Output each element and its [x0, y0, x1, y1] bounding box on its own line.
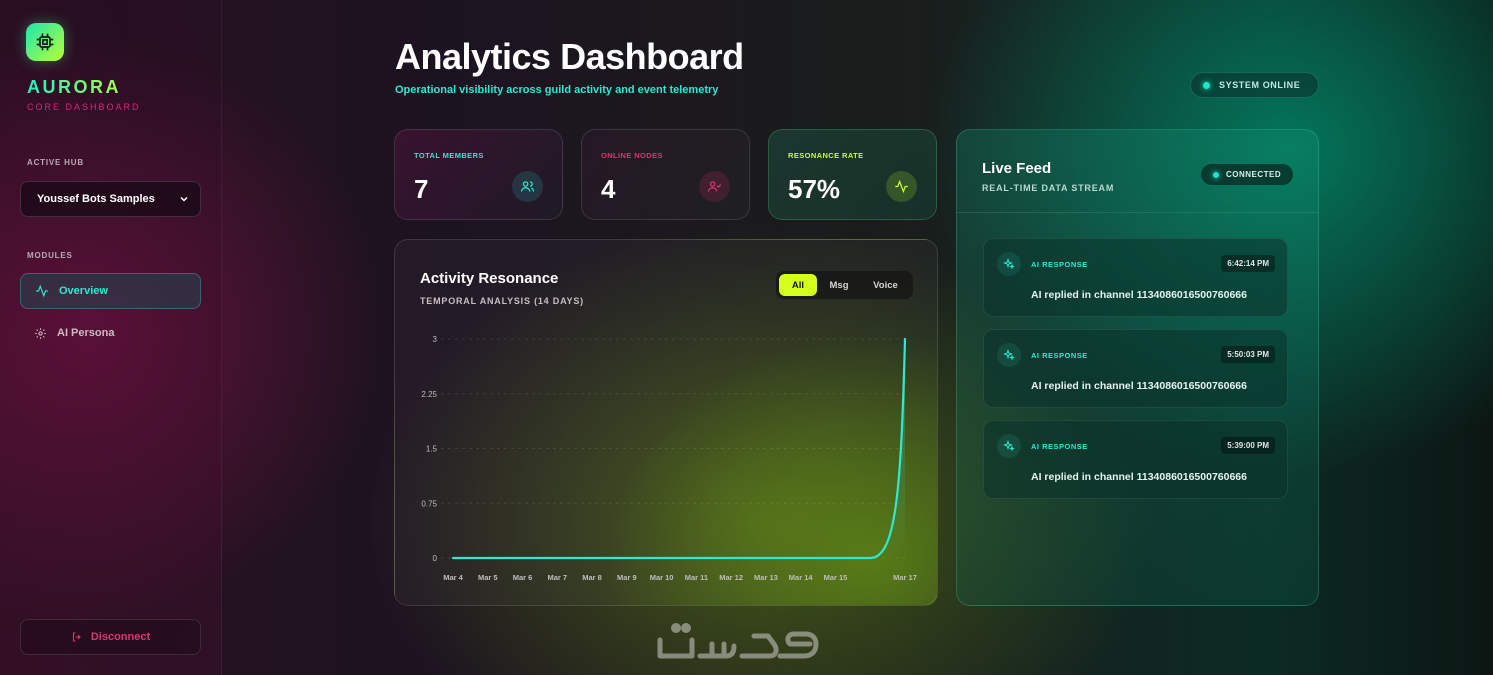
stat-icon-wrap	[886, 171, 917, 202]
system-status-badge: SYSTEM ONLINE	[1190, 72, 1319, 98]
x-tick-label: Mar 8	[582, 573, 602, 582]
y-tick-label: 1.5	[426, 445, 438, 454]
feed-item-time: 6:42:14 PM	[1221, 255, 1275, 272]
khamsat-watermark-logo	[657, 623, 819, 659]
modules-label: MODULES	[27, 251, 73, 260]
page-subtitle: Operational visibility across guild acti…	[395, 84, 719, 96]
sparkles-icon	[1003, 440, 1015, 452]
gear-icon	[35, 327, 46, 339]
chevron-down-icon	[180, 196, 188, 202]
hub-select-value: Youssef Bots Samples	[37, 193, 155, 205]
feed-item-time: 5:50:03 PM	[1221, 346, 1275, 363]
live-feed-card: Live Feed REAL-TIME DATA STREAM CONNECTE…	[956, 129, 1319, 606]
chart-filter-group: All Msg Voice	[776, 271, 913, 299]
chart-series-line	[451, 337, 907, 560]
feed-subtitle: REAL-TIME DATA STREAM	[982, 183, 1115, 193]
feed-icon-wrap	[997, 434, 1021, 458]
status-dot	[1203, 81, 1210, 89]
chart-title: Activity Resonance	[420, 270, 559, 287]
disconnect-label: Disconnect	[90, 631, 151, 643]
pulse-icon	[895, 179, 908, 194]
nav-item-overview[interactable]: Overview	[20, 273, 201, 309]
connection-status-text: CONNECTED	[1226, 170, 1282, 179]
sparkles-icon	[1003, 349, 1015, 361]
y-tick-label: 2.25	[421, 390, 437, 399]
x-tick-label: Mar 7	[548, 573, 568, 582]
logo	[26, 23, 64, 61]
stat-card-resonance-rate: RESONANCE RATE 57%	[768, 129, 937, 220]
feed-divider	[957, 212, 1318, 213]
stat-icon-wrap	[512, 171, 543, 202]
x-tick-label: Mar 14	[789, 573, 814, 582]
stat-icon-wrap	[699, 171, 730, 202]
stat-label: RESONANCE RATE	[788, 151, 864, 160]
active-hub-label: ACTIVE HUB	[27, 158, 84, 167]
feed-item: AI RESPONSE 5:50:03 PM AI replied in cha…	[983, 329, 1288, 408]
activity-icon	[36, 284, 48, 298]
feed-item-text: AI replied in channel 113408601650076066…	[1031, 471, 1247, 483]
logout-icon	[72, 632, 81, 642]
x-tick-label: Mar 11	[685, 573, 708, 582]
users-icon	[520, 181, 535, 192]
page-title: Analytics Dashboard	[395, 36, 744, 77]
sparkles-icon	[1003, 258, 1015, 270]
x-tick-label: Mar 13	[754, 573, 778, 582]
brand-name: AURORA	[27, 77, 121, 97]
sidebar: AURORA CORE DASHBOARD ACTIVE HUB Youssef…	[0, 0, 222, 675]
chart-subtitle: TEMPORAL ANALYSIS (14 DAYS)	[420, 296, 584, 306]
hub-select[interactable]: Youssef Bots Samples	[20, 181, 201, 217]
nav-item-ai-persona[interactable]: AI Persona	[20, 315, 201, 351]
activity-chart-card: Activity Resonance TEMPORAL ANALYSIS (14…	[394, 239, 938, 606]
x-tick-label: Mar 5	[478, 573, 498, 582]
filter-msg-button[interactable]: Msg	[829, 279, 849, 291]
x-tick-label: Mar 17	[893, 573, 917, 582]
x-tick-label: Mar 9	[617, 573, 637, 582]
chip-icon	[36, 33, 54, 51]
stat-value: 4	[601, 174, 616, 204]
connection-status-badge: CONNECTED	[1201, 164, 1293, 185]
feed-item-text: AI replied in channel 113408601650076066…	[1031, 380, 1247, 392]
status-dot	[1213, 171, 1219, 178]
disconnect-button[interactable]: Disconnect	[20, 619, 201, 655]
x-tick-label: Mar 10	[650, 573, 674, 582]
stat-value: 57%	[788, 174, 841, 204]
y-tick-label: 0.75	[421, 499, 437, 508]
feed-title: Live Feed	[982, 160, 1052, 177]
nav-item-label: Overview	[59, 285, 108, 297]
x-tick-label: Mar 4	[443, 573, 463, 582]
stat-label: ONLINE NODES	[601, 151, 663, 160]
user-check-icon	[707, 181, 722, 192]
feed-item-type: AI RESPONSE	[1031, 351, 1088, 360]
stat-card-total-members: TOTAL MEMBERS 7	[394, 129, 563, 220]
stat-card-online-nodes: ONLINE NODES 4	[581, 129, 750, 220]
feed-icon-wrap	[997, 343, 1021, 367]
nav-item-label: AI Persona	[57, 327, 115, 339]
feed-item-type: AI RESPONSE	[1031, 442, 1088, 451]
filter-voice-button[interactable]: Voice	[873, 279, 898, 291]
x-tick-label: Mar 12	[719, 573, 743, 582]
y-tick-label: 3	[433, 335, 438, 344]
y-tick-label: 0	[433, 554, 438, 563]
stat-label: TOTAL MEMBERS	[414, 151, 484, 160]
feed-item: AI RESPONSE 6:42:14 PM AI replied in cha…	[983, 238, 1288, 317]
system-status-text: SYSTEM ONLINE	[1219, 80, 1301, 90]
feed-item-time: 5:39:00 PM	[1221, 437, 1275, 454]
feed-icon-wrap	[997, 252, 1021, 276]
feed-item-text: AI replied in channel 113408601650076066…	[1031, 289, 1247, 301]
brand-subtitle: CORE DASHBOARD	[27, 102, 141, 112]
feed-item-type: AI RESPONSE	[1031, 260, 1088, 269]
x-tick-label: Mar 6	[513, 573, 533, 582]
feed-item: AI RESPONSE 5:39:00 PM AI replied in cha…	[983, 420, 1288, 499]
x-tick-label: Mar 15	[824, 573, 848, 582]
activity-chart: 0 0.75 1.5 2.25 3 Mar 4 Mar 5 Mar 6 Mar 7 Mar 8 M…	[421, 335, 917, 582]
filter-all-button[interactable]: All	[779, 274, 817, 296]
stat-value: 7	[414, 174, 429, 204]
